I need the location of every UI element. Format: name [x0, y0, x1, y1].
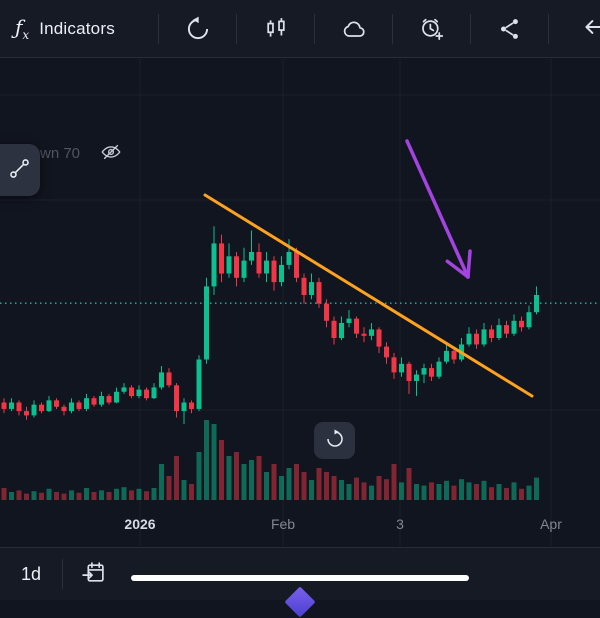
candlestick-chart-icon — [263, 16, 289, 42]
cloud-save-button[interactable] — [315, 0, 392, 57]
undo-button[interactable] — [159, 0, 236, 57]
time-axis-label: 3 — [396, 516, 404, 532]
trendline-drawing[interactable] — [203, 193, 534, 398]
home-indicator[interactable] — [131, 575, 469, 581]
volume-series — [1, 420, 539, 500]
top-toolbar: ƒx Indicators — [0, 0, 600, 58]
go-to-date-icon — [81, 560, 106, 588]
time-axis-label: Feb — [271, 516, 295, 532]
chart-type-button[interactable] — [237, 0, 314, 57]
time-axis-label: 2026 — [124, 516, 155, 532]
time-axis-label: Apr — [540, 516, 562, 532]
study-legend-row: wn 70 — [40, 141, 122, 166]
eye-off-icon — [100, 141, 122, 166]
toolbar-separator — [470, 13, 471, 44]
replay-icon — [325, 429, 345, 452]
go-to-date-button[interactable] — [63, 548, 123, 600]
toolbar-separator — [62, 559, 63, 589]
chart-canvas[interactable]: 2026 Feb 3 Apr — [0, 0, 600, 600]
back-arrow-icon — [581, 14, 600, 43]
candlestick-chart[interactable]: 2026 Feb 3 Apr — [0, 0, 600, 600]
toolbar-separator — [236, 13, 237, 44]
cloud-icon — [341, 16, 367, 42]
back-button[interactable] — [549, 0, 600, 57]
toolbar-separator — [392, 13, 393, 44]
share-nodes-icon — [497, 16, 523, 42]
replay-button[interactable] — [314, 422, 355, 459]
toggle-visibility-button[interactable] — [100, 141, 122, 166]
arrow-drawing[interactable] — [405, 139, 472, 279]
drawing-tool-button[interactable] — [0, 144, 40, 196]
alert-plus-icon — [419, 16, 445, 42]
trendline-tool-icon — [0, 156, 32, 184]
hidden-study-label: wn 70 — [40, 145, 81, 162]
share-button[interactable] — [471, 0, 548, 57]
fx-icon: ƒx — [15, 14, 30, 42]
undo-icon — [185, 16, 211, 42]
interval-button[interactable]: 1d — [0, 548, 62, 600]
toolbar-separator — [158, 13, 159, 44]
toolbar-separator — [314, 13, 315, 44]
indicators-button[interactable]: ƒx Indicators — [0, 0, 158, 57]
indicators-label: Indicators — [39, 18, 115, 38]
toolbar-separator — [548, 13, 549, 44]
candlestick-series — [1, 226, 539, 424]
add-alert-button[interactable] — [393, 0, 470, 57]
